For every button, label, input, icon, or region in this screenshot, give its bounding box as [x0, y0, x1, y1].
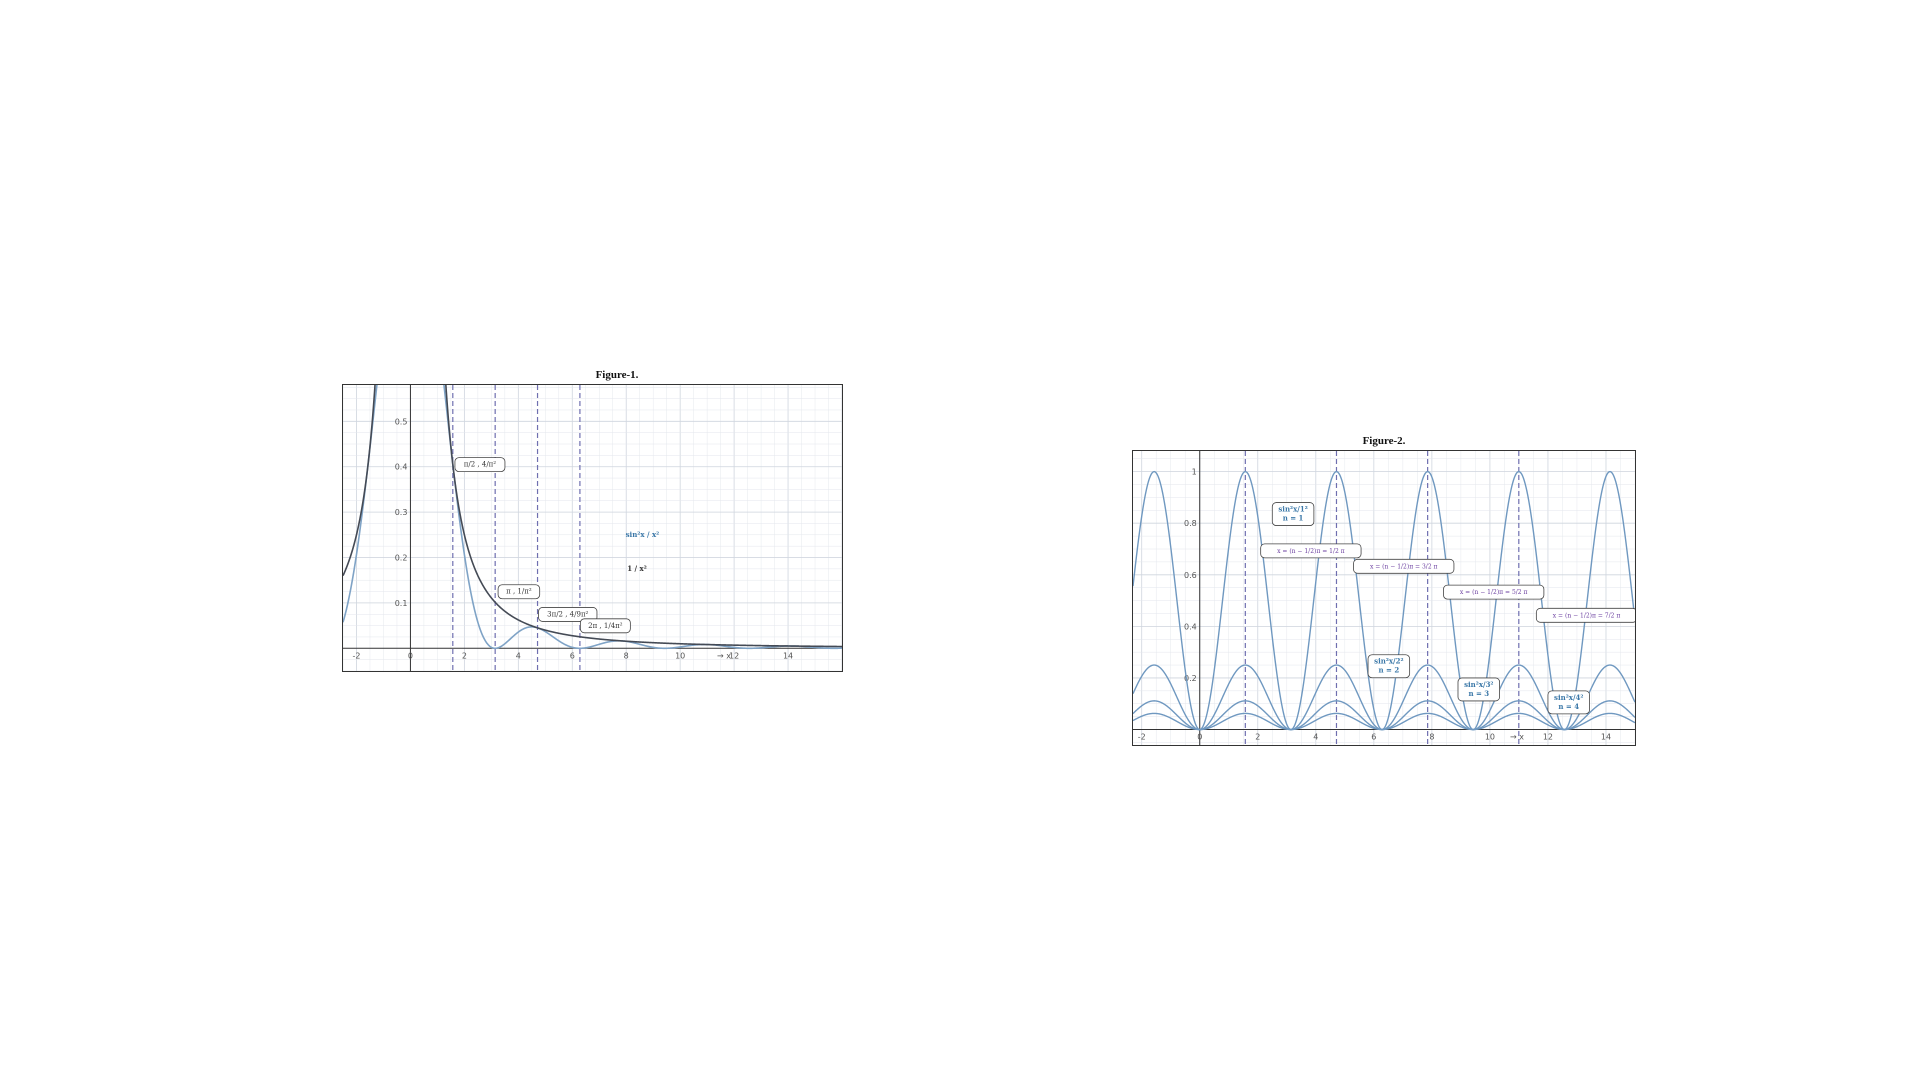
- callout-box: [1271, 502, 1315, 526]
- callout-text: n = 3: [1468, 689, 1489, 698]
- callout-box: [1457, 677, 1500, 702]
- figure-2-title: Figure-2.: [1362, 435, 1406, 447]
- figure-2-plot: -2 0 2 4 6 8 10 12 14 0.2 0.4 0.6 0.8 1 → x sin²x/1² n =…: [1132, 450, 1636, 746]
- callout-box: [579, 618, 631, 634]
- callout-pi-half: π/2 , 4/π²: [454, 457, 506, 473]
- callout-text: n = 4: [1558, 702, 1579, 711]
- x-tick-label: -2: [352, 651, 360, 660]
- callout-box: [1547, 690, 1590, 715]
- x-tick-label: 0: [1197, 733, 1202, 742]
- callout-n1: sin²x/1²n = 1: [1271, 502, 1315, 526]
- callout-3pi-half: 3π/2 , 4/9π²: [538, 607, 598, 622]
- x-axis-label: → x: [1510, 733, 1524, 742]
- series-n-1: [1133, 470, 1635, 731]
- callout-box: [1535, 607, 1635, 623]
- callout-text: sin²x/1²: [1278, 505, 1307, 514]
- x-tick-label: 10: [675, 651, 685, 660]
- x-tick-label: 12: [729, 651, 739, 660]
- series-n-4: [1133, 712, 1635, 731]
- series-1-over-x2: [343, 385, 842, 648]
- callout-box: [1367, 654, 1411, 679]
- x-tick-label: 8: [1429, 733, 1434, 742]
- callout-n4: sin²x/4²n = 4: [1547, 690, 1590, 715]
- callout-text: 3π/2 , 4/9π²: [547, 610, 588, 618]
- callout-text: n = 1: [1283, 514, 1304, 523]
- callout-box: [538, 607, 598, 622]
- callout-text: 2π , 1/4π²: [588, 622, 623, 630]
- x-axis-label: → x: [717, 651, 731, 660]
- y-tick-label: 0.2: [395, 554, 408, 563]
- x-tick-label: 10: [1485, 733, 1495, 742]
- callout-x-3-half-pi: x = (n − 1/2)π = 3/2 π: [1353, 558, 1455, 574]
- callout-2pi: 2π , 1/4π²: [579, 618, 631, 634]
- y-tick-label: 0.3: [395, 508, 408, 517]
- x-tick-label: 2: [462, 651, 467, 660]
- callout-x-half-pi: x = (n − 1/2)π = 1/2 π: [1260, 543, 1362, 559]
- callout-n2: sin²x/2²n = 2: [1367, 654, 1411, 679]
- x-tick-label: 6: [1371, 733, 1376, 742]
- x-tick-label: 4: [1313, 733, 1318, 742]
- x-tick-label: 6: [570, 651, 575, 660]
- y-tick-label: 1: [1192, 468, 1197, 477]
- legend-sin2x-over-x2: sin²x / x²: [626, 530, 660, 539]
- x-tick-label: 8: [624, 651, 629, 660]
- y-tick-label: 0.1: [395, 599, 408, 608]
- x-tick-label: -2: [1138, 733, 1146, 742]
- callout-pi: π , 1/π²: [497, 584, 541, 600]
- x-tick-label: 2: [1255, 733, 1260, 742]
- callout-text: π/2 , 4/π²: [464, 461, 497, 469]
- x-tick-label: 14: [1601, 733, 1611, 742]
- callout-text: π , 1/π²: [506, 588, 532, 596]
- figure-1-title: Figure-1.: [595, 369, 639, 381]
- callout-x-5-half-pi: x = (n − 1/2)π = 5/2 π: [1443, 584, 1545, 600]
- callout-box: [454, 457, 506, 473]
- callout-text: x = (n − 1/2)π = 1/2 π: [1277, 548, 1345, 555]
- callout-text: sin²x/3²: [1464, 680, 1493, 689]
- callout-box: [1260, 543, 1362, 559]
- callout-box: [497, 584, 541, 600]
- callout-x-7-half-pi: x = (n − 1/2)π = 7/2 π: [1535, 607, 1635, 623]
- legend-1-over-x2: 1 / x²: [627, 564, 647, 573]
- callout-text: sin²x/4²: [1554, 693, 1583, 702]
- callout-box: [1443, 584, 1545, 600]
- y-tick-label: 0.4: [1184, 622, 1197, 631]
- x-tick-label: 4: [516, 651, 521, 660]
- callout-n3: sin²x/3²n = 3: [1457, 677, 1500, 702]
- callout-text: x = (n − 1/2)π = 5/2 π: [1460, 589, 1528, 596]
- x-tick-label: 0: [408, 651, 413, 660]
- y-tick-label: 0.4: [395, 463, 408, 472]
- figure-1-svg: -2 0 2 4 6 8 10 12 14 0.1 0.2 0.3 0.4 0.5 → x π/2 , 4/π…: [343, 385, 842, 671]
- callout-text: sin²x/2²: [1374, 657, 1403, 666]
- figure-1-plot: -2 0 2 4 6 8 10 12 14 0.1 0.2 0.3 0.4 0.5 → x π/2 , 4/π…: [342, 384, 843, 672]
- callout-text: x = (n − 1/2)π = 3/2 π: [1370, 563, 1438, 570]
- x-tick-label: 12: [1543, 733, 1553, 742]
- callout-text: n = 2: [1378, 666, 1399, 675]
- callout-text: x = (n − 1/2)π = 7/2 π: [1553, 612, 1621, 619]
- callout-box: [1353, 558, 1455, 574]
- y-tick-label: 0.6: [1184, 571, 1197, 580]
- x-tick-label: 14: [783, 651, 793, 660]
- y-tick-label: 0.2: [1184, 674, 1197, 683]
- y-tick-label: 0.8: [1184, 519, 1197, 528]
- y-tick-label: 0.5: [395, 417, 408, 426]
